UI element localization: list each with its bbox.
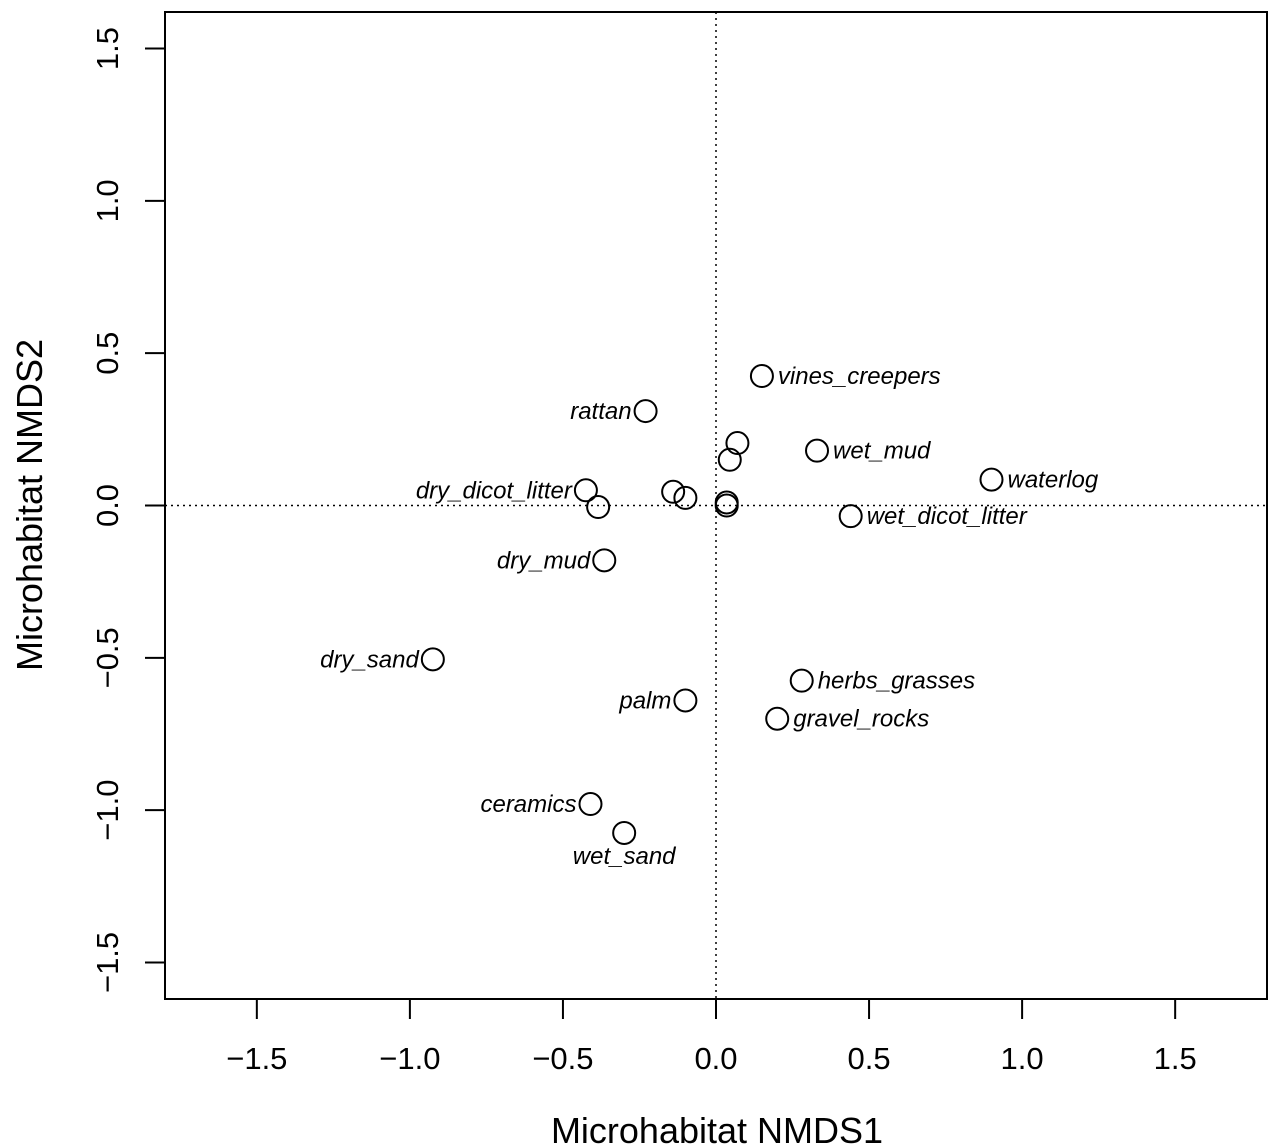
scatter-point <box>661 479 686 504</box>
x-tick-label: 0.0 <box>694 1041 737 1076</box>
x-tick-label: −1.0 <box>379 1041 440 1076</box>
scatter-point <box>420 647 445 672</box>
y-axis: −1.5 −1.0 −0.5 0.0 0.5 1.0 1.5 <box>90 27 166 993</box>
scatter-point <box>714 493 739 518</box>
scatter-point <box>805 438 830 463</box>
point-label: wet_dicot_litter <box>867 503 1028 530</box>
scatter-point <box>717 447 742 472</box>
scatter-point <box>765 706 790 731</box>
point-label: herbs_grasses <box>818 668 975 695</box>
y-tick-label: 1.0 <box>90 179 125 222</box>
data-points <box>420 364 1004 845</box>
point-label: rattan <box>570 398 631 425</box>
y-tick-label: −1.0 <box>90 780 125 841</box>
x-tick-label: −1.5 <box>226 1041 287 1076</box>
x-tick-label: −0.5 <box>532 1041 593 1076</box>
scatter-point <box>573 478 598 503</box>
point-label: palm <box>618 687 671 714</box>
point-label: dry_sand <box>320 646 419 673</box>
x-axis-title: Microhabitat NMDS1 <box>551 1110 883 1148</box>
point-label: wet_sand <box>573 843 676 870</box>
x-tick-label: 1.5 <box>1154 1041 1197 1076</box>
scatter-point <box>673 485 698 510</box>
scatter-point <box>578 792 603 817</box>
scatter-point <box>592 548 617 573</box>
scatter-point <box>633 399 658 424</box>
scatter-point <box>789 668 814 693</box>
x-axis: −1.5 −1.0 −0.5 0.0 0.5 1.0 1.5 <box>226 998 1197 1076</box>
point-label: vines_creepers <box>778 363 941 390</box>
scatter-point <box>612 820 637 845</box>
scatter-point <box>725 431 750 456</box>
scatter-point <box>586 495 611 520</box>
y-axis-title: Microhabitat NMDS2 <box>9 339 50 671</box>
x-tick-label: 0.5 <box>848 1041 891 1076</box>
point-label: dry_dicot_litter <box>416 477 573 504</box>
y-tick-label: −0.5 <box>90 627 125 688</box>
scatter-point <box>838 504 863 529</box>
point-label: wet_mud <box>833 438 931 465</box>
scatter-point <box>749 364 774 389</box>
point-label: waterlog <box>1008 467 1099 494</box>
y-tick-label: 0.5 <box>90 332 125 375</box>
point-label: gravel_rocks <box>793 706 929 733</box>
y-tick-label: −1.5 <box>90 932 125 993</box>
scatter-point <box>673 688 698 713</box>
y-tick-label: 1.5 <box>90 27 125 70</box>
x-tick-label: 1.0 <box>1001 1041 1044 1076</box>
scatter-point <box>979 467 1004 492</box>
point-label: dry_mud <box>497 547 591 574</box>
y-tick-label: 0.0 <box>90 484 125 527</box>
point-label: ceramics <box>480 791 576 818</box>
